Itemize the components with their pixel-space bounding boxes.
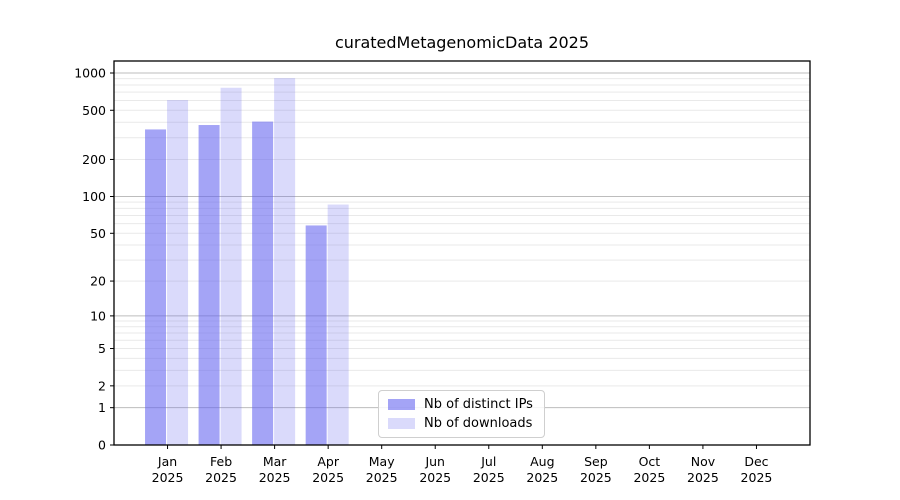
legend-label-distinct-ips: Nb of distinct IPs xyxy=(424,397,533,412)
x-tick-label-year: 2025 xyxy=(205,470,237,485)
x-tick-label-month: Dec xyxy=(744,454,768,469)
y-tick-label: 1000 xyxy=(74,66,106,81)
bar-apr-downloads xyxy=(327,204,349,445)
x-tick-label-year: 2025 xyxy=(312,470,344,485)
bar-jan-distinct-ips xyxy=(145,129,167,445)
x-tick-label-month: Aug xyxy=(530,454,554,469)
x-tick-label-year: 2025 xyxy=(526,470,558,485)
legend-swatch-downloads xyxy=(388,418,415,429)
plot-border xyxy=(113,60,811,446)
x-tick-label-year: 2025 xyxy=(741,470,773,485)
x-tick-label-year: 2025 xyxy=(259,470,291,485)
bar-feb-downloads xyxy=(220,87,242,445)
y-tick-label: 10 xyxy=(90,308,106,323)
x-tick-label-month: Nov xyxy=(691,454,716,469)
x-tick-label-month: May xyxy=(369,454,395,469)
x-tick-label-month: Jan xyxy=(157,454,177,469)
x-tick-label-year: 2025 xyxy=(419,470,451,485)
legend-label-downloads: Nb of downloads xyxy=(424,416,533,431)
x-tick-label-year: 2025 xyxy=(473,470,505,485)
y-tick-label: 1 xyxy=(98,400,106,415)
legend: Nb of distinct IPs Nb of downloads xyxy=(378,390,545,438)
legend-item-distinct-ips: Nb of distinct IPs xyxy=(388,397,533,412)
x-tick-label-month: Jun xyxy=(424,454,445,469)
legend-item-downloads: Nb of downloads xyxy=(388,416,533,431)
x-tick-label-month: Apr xyxy=(317,454,339,469)
y-tick-label: 50 xyxy=(90,226,106,241)
x-tick-label-year: 2025 xyxy=(687,470,719,485)
x-tick-label-year: 2025 xyxy=(152,470,184,485)
bar-mar-downloads xyxy=(274,78,296,445)
x-tick-label-year: 2025 xyxy=(366,470,398,485)
x-tick-label-month: Jul xyxy=(480,454,496,469)
y-tick-label: 100 xyxy=(82,189,106,204)
y-tick-label: 500 xyxy=(82,103,106,118)
x-tick-label-month: Oct xyxy=(639,454,661,469)
chart-title: curatedMetagenomicData 2025 xyxy=(334,33,590,52)
bar-jan-downloads xyxy=(167,100,189,445)
bar-apr-distinct-ips xyxy=(305,225,327,445)
x-tick-label-year: 2025 xyxy=(580,470,612,485)
bar-mar-distinct-ips xyxy=(252,121,274,445)
y-tick-label: 2 xyxy=(98,378,106,393)
x-tick-label-year: 2025 xyxy=(633,470,665,485)
y-tick-label: 200 xyxy=(82,152,106,167)
y-tick-label: 20 xyxy=(90,274,106,289)
y-tick-label: 0 xyxy=(98,438,106,453)
y-tick-label: 5 xyxy=(98,341,106,356)
x-tick-label-month: Feb xyxy=(210,454,232,469)
legend-swatch-distinct-ips xyxy=(388,399,415,410)
x-tick-label-month: Mar xyxy=(263,454,287,469)
x-tick-label-month: Sep xyxy=(584,454,608,469)
bar-feb-distinct-ips xyxy=(198,125,220,445)
